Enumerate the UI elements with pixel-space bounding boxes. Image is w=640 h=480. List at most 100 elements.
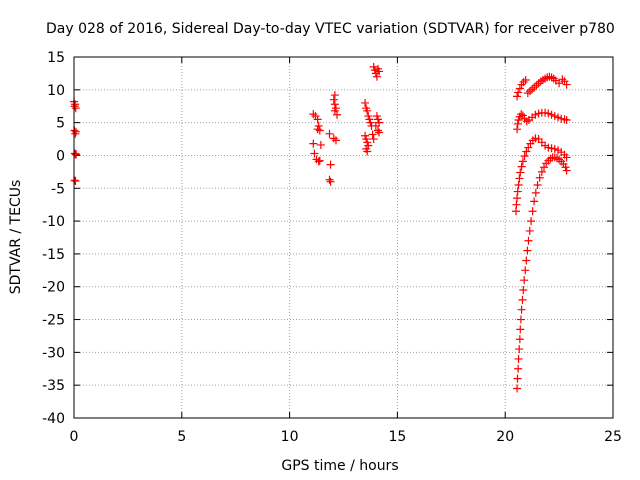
data-point [325,129,334,138]
data-point [375,67,384,76]
data-point [546,154,555,163]
data-point [519,286,528,295]
data-point [515,345,524,354]
data-point [325,175,334,184]
y-axis-label: SDTVAR / TECUs [8,180,24,295]
data-point [520,152,529,161]
data-point [528,85,537,94]
data-point [532,81,541,90]
data-point [524,236,533,245]
data-points [70,62,571,393]
data-point [515,335,524,344]
data-point [513,119,522,128]
x-axis-label: GPS time / hours [281,458,398,474]
data-point [520,276,529,285]
data-point [528,207,537,216]
data-point [330,91,339,100]
data-point [516,168,525,177]
data-point [530,83,539,92]
data-point [361,131,370,140]
data-point [365,115,374,124]
data-point [333,110,342,119]
data-point [535,173,544,182]
data-point [518,157,527,166]
data-point [70,176,79,185]
y-tick-label: -35 [42,378,65,394]
data-point [549,74,558,83]
data-point [513,374,522,383]
x-tick-labels: 0 5 10 15 20 25 [70,429,622,445]
data-point [316,140,325,149]
data-point [530,197,539,206]
data-point [514,354,523,363]
data-point [521,266,530,275]
y-tick-label: 10 [47,83,65,99]
y-tick-label: 15 [47,50,65,66]
data-point [513,92,522,101]
data-point [315,156,324,165]
data-point [517,305,526,314]
chart-title: Day 028 of 2016, Sidereal Day-to-day VTE… [46,21,615,37]
y-tick-labels: -40 -35 -30 -25 -20 -15 -10 -5 0 5 10 15 [42,50,65,427]
data-point [516,325,525,334]
y-tick-label: -25 [42,313,65,329]
x-tick-label: 25 [604,429,622,445]
data-point [315,126,324,135]
data-point [70,149,79,158]
data-point [525,87,534,96]
plot-frame [73,56,614,419]
data-point [369,135,378,144]
data-point [326,160,335,169]
data-point [531,188,540,197]
data-point [517,110,526,119]
y-tick-label: -5 [51,181,65,197]
data-point [363,138,372,147]
data-point [562,116,571,125]
data-point [514,116,523,125]
data-point [368,130,377,139]
data-point [512,200,521,209]
data-point [309,110,318,119]
data-point [369,62,378,71]
data-point [513,194,522,203]
data-point [514,88,523,97]
data-point [516,315,525,324]
data-point [309,139,318,148]
data-point [375,128,384,137]
data-point [372,112,381,121]
data-point [555,155,564,164]
data-point [533,180,542,189]
data-point [522,256,531,265]
data-point [513,125,522,134]
data-point [513,384,522,393]
x-tick-label: 20 [496,429,514,445]
data-point [329,95,338,104]
data-point [517,162,526,171]
data-point [313,115,322,124]
data-point [537,167,546,176]
x-tick-label: 5 [177,429,186,445]
y-tick-label: 0 [56,148,65,164]
data-point [314,121,323,130]
data-point [522,147,531,156]
y-tick-label: -15 [42,247,65,263]
data-point [561,163,570,172]
data-point [329,134,338,143]
data-point [562,166,571,175]
data-point [523,246,532,255]
data-point [515,84,524,93]
x-tick-label: 15 [388,429,406,445]
data-point [562,80,571,89]
data-point [527,217,536,226]
data-point [514,364,523,373]
data-point [366,118,375,127]
data-point [362,135,371,144]
data-point [515,174,524,183]
x-tick-label: 0 [70,429,79,445]
x-tick-label: 10 [281,429,299,445]
data-point [521,75,530,84]
data-point [518,111,527,120]
y-tick-label: -20 [42,280,65,296]
y-tick-label: 5 [56,116,65,132]
